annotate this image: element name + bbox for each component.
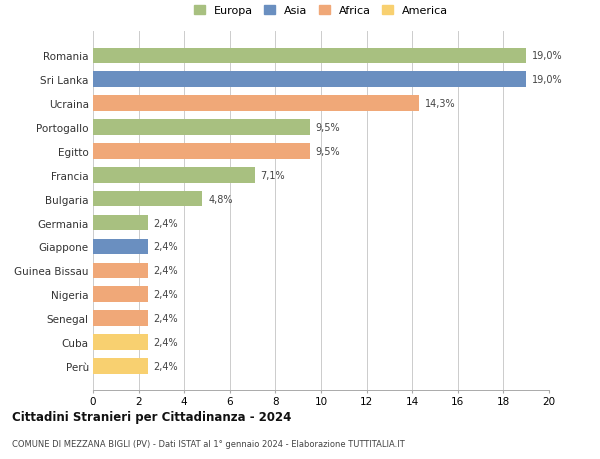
Bar bbox=[93, 311, 148, 326]
Text: 19,0%: 19,0% bbox=[532, 75, 563, 85]
Text: 19,0%: 19,0% bbox=[532, 51, 563, 61]
Bar bbox=[93, 287, 148, 302]
Text: 2,4%: 2,4% bbox=[154, 361, 178, 371]
Text: 2,4%: 2,4% bbox=[154, 218, 178, 228]
Text: 9,5%: 9,5% bbox=[316, 123, 340, 133]
Text: 2,4%: 2,4% bbox=[154, 242, 178, 252]
Legend: Europa, Asia, Africa, America: Europa, Asia, Africa, America bbox=[191, 2, 451, 19]
Bar bbox=[93, 239, 148, 255]
Text: 2,4%: 2,4% bbox=[154, 290, 178, 300]
Bar bbox=[93, 263, 148, 279]
Text: 2,4%: 2,4% bbox=[154, 337, 178, 347]
Bar bbox=[93, 191, 202, 207]
Text: 2,4%: 2,4% bbox=[154, 313, 178, 324]
Bar bbox=[93, 358, 148, 374]
Text: 14,3%: 14,3% bbox=[425, 99, 455, 109]
Text: 4,8%: 4,8% bbox=[208, 194, 233, 204]
Text: Cittadini Stranieri per Cittadinanza - 2024: Cittadini Stranieri per Cittadinanza - 2… bbox=[12, 410, 292, 423]
Text: 2,4%: 2,4% bbox=[154, 266, 178, 276]
Bar bbox=[93, 144, 310, 159]
Text: 7,1%: 7,1% bbox=[260, 170, 285, 180]
Bar bbox=[93, 168, 255, 183]
Bar bbox=[93, 120, 310, 135]
Bar bbox=[93, 48, 526, 64]
Text: COMUNE DI MEZZANA BIGLI (PV) - Dati ISTAT al 1° gennaio 2024 - Elaborazione TUTT: COMUNE DI MEZZANA BIGLI (PV) - Dati ISTA… bbox=[12, 439, 405, 448]
Bar bbox=[93, 72, 526, 88]
Bar bbox=[93, 335, 148, 350]
Bar bbox=[93, 215, 148, 231]
Bar bbox=[93, 96, 419, 112]
Text: 9,5%: 9,5% bbox=[316, 146, 340, 157]
